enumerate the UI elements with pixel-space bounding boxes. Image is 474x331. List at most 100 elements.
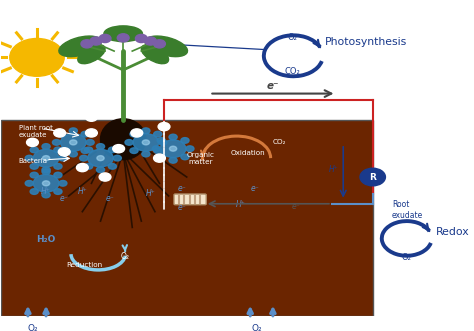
Text: e⁻: e⁻ [105, 194, 114, 203]
Circle shape [186, 146, 194, 152]
Text: CO₂: CO₂ [273, 139, 286, 145]
Circle shape [360, 168, 385, 186]
Circle shape [159, 140, 167, 145]
Circle shape [152, 146, 160, 152]
Circle shape [54, 129, 65, 137]
Circle shape [54, 164, 62, 169]
Circle shape [30, 147, 38, 153]
Text: e⁻: e⁻ [291, 202, 300, 211]
Circle shape [136, 34, 147, 43]
Text: R: R [369, 172, 376, 181]
Circle shape [170, 146, 177, 151]
Circle shape [57, 131, 65, 137]
Circle shape [54, 147, 62, 153]
Circle shape [108, 164, 117, 169]
Circle shape [113, 155, 121, 161]
Text: e⁻: e⁻ [178, 203, 187, 212]
Circle shape [154, 40, 165, 48]
Text: CO₂: CO₂ [284, 67, 301, 76]
Text: O₂: O₂ [402, 253, 412, 261]
Text: O₂: O₂ [252, 324, 262, 331]
Circle shape [25, 155, 33, 161]
Bar [0, 120, 373, 315]
Circle shape [53, 140, 61, 145]
Circle shape [145, 37, 156, 45]
Circle shape [90, 37, 102, 45]
Circle shape [117, 34, 129, 42]
Text: e⁻: e⁻ [250, 184, 259, 193]
Circle shape [86, 140, 94, 145]
Ellipse shape [100, 119, 146, 160]
Circle shape [108, 147, 117, 153]
Circle shape [142, 128, 150, 134]
Text: Bacteria: Bacteria [19, 158, 48, 164]
Text: e⁻: e⁻ [267, 81, 279, 91]
Text: Redox: Redox [436, 227, 470, 237]
Circle shape [27, 138, 38, 147]
Circle shape [99, 173, 111, 181]
Circle shape [157, 138, 165, 143]
Text: e⁻: e⁻ [178, 184, 187, 193]
Circle shape [42, 167, 50, 172]
Circle shape [25, 180, 33, 186]
Circle shape [154, 148, 162, 154]
Circle shape [43, 156, 50, 161]
Ellipse shape [78, 45, 105, 64]
Text: Photosynthesis: Photosynthesis [325, 37, 407, 47]
Circle shape [81, 40, 93, 48]
Ellipse shape [59, 36, 101, 57]
Circle shape [88, 149, 113, 167]
Circle shape [33, 149, 59, 167]
Circle shape [142, 140, 149, 145]
Circle shape [58, 148, 70, 156]
Text: Plant root
exudate: Plant root exudate [19, 125, 53, 138]
Text: Reduction: Reduction [66, 262, 103, 268]
Circle shape [96, 144, 105, 149]
Circle shape [69, 128, 77, 134]
Circle shape [133, 134, 159, 151]
Circle shape [69, 151, 77, 157]
Circle shape [10, 38, 64, 76]
Circle shape [169, 158, 177, 163]
Circle shape [181, 138, 189, 143]
Circle shape [81, 131, 89, 137]
Text: O₂: O₂ [121, 252, 130, 261]
Text: O₂: O₂ [287, 33, 297, 42]
Circle shape [42, 144, 50, 149]
Circle shape [81, 148, 89, 154]
Circle shape [181, 154, 189, 160]
Circle shape [30, 164, 38, 169]
Text: H₂O: H₂O [36, 235, 56, 244]
Ellipse shape [145, 36, 188, 57]
Ellipse shape [141, 45, 169, 64]
Circle shape [142, 151, 150, 157]
Circle shape [131, 129, 143, 137]
Text: Organic
matter: Organic matter [186, 152, 214, 165]
Circle shape [99, 34, 111, 43]
Circle shape [157, 154, 165, 160]
Text: H⁺: H⁺ [236, 200, 246, 209]
Text: H⁺: H⁺ [146, 189, 155, 198]
Text: e⁻: e⁻ [60, 194, 69, 203]
Circle shape [54, 172, 62, 178]
Circle shape [80, 155, 88, 161]
Circle shape [30, 189, 38, 194]
Circle shape [57, 148, 65, 154]
Circle shape [59, 155, 67, 161]
Circle shape [154, 131, 162, 137]
Circle shape [59, 180, 67, 186]
Circle shape [130, 148, 138, 154]
Circle shape [30, 172, 38, 178]
Circle shape [160, 140, 186, 158]
Circle shape [43, 181, 50, 186]
Text: H⁺: H⁺ [77, 187, 87, 196]
Circle shape [169, 134, 177, 140]
Circle shape [42, 169, 50, 174]
Text: H⁺: H⁺ [329, 165, 339, 174]
Circle shape [130, 131, 138, 137]
Circle shape [70, 140, 77, 145]
Circle shape [97, 156, 104, 161]
Text: H⁺: H⁺ [41, 187, 51, 196]
Circle shape [84, 164, 93, 169]
Circle shape [33, 174, 59, 192]
